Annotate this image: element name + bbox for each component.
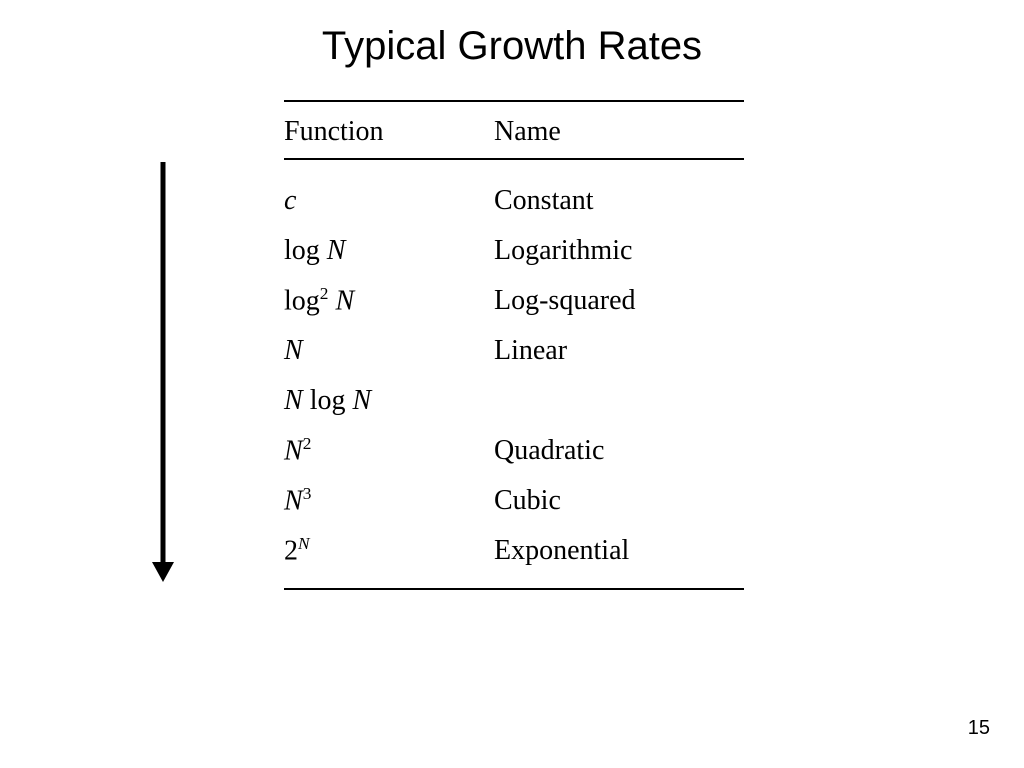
table-row: N log N: [284, 376, 744, 426]
cell-name: Exponential: [494, 535, 744, 567]
cell-name: Linear: [494, 335, 744, 367]
table-row: N2 Quadratic: [284, 426, 744, 476]
page-number: 15: [968, 717, 990, 740]
growth-table: Function Name c Constant log N Logarithm…: [284, 100, 744, 590]
table-row: c Constant: [284, 176, 744, 226]
header-name: Name: [494, 116, 744, 148]
table-row: 2N Exponential: [284, 526, 744, 576]
cell-function: N log N: [284, 385, 494, 417]
table-header-row: Function Name: [284, 116, 744, 148]
cell-name: Constant: [494, 185, 744, 217]
cell-function: 2N: [284, 534, 494, 567]
cell-function: c: [284, 185, 494, 217]
table-rule-top: [284, 100, 744, 102]
table-row: N Linear: [284, 326, 744, 376]
table-row: N3 Cubic: [284, 476, 744, 526]
page-title: Typical Growth Rates: [0, 24, 1024, 69]
table-row: log N Logarithmic: [284, 226, 744, 276]
cell-name: Log-squared: [494, 285, 744, 317]
cell-name: Quadratic: [494, 435, 744, 467]
cell-function: N: [284, 335, 494, 367]
table-body: c Constant log N Logarithmic log2 N Log-…: [284, 176, 744, 576]
cell-function: log2 N: [284, 284, 494, 317]
header-function: Function: [284, 116, 494, 148]
slide: Typical Growth Rates Function Name c Con…: [0, 0, 1024, 768]
table-row: log2 N Log-squared: [284, 276, 744, 326]
table-rule-mid: [284, 158, 744, 160]
cell-name: Cubic: [494, 485, 744, 517]
down-arrow: [148, 162, 178, 582]
cell-function: log N: [284, 235, 494, 267]
cell-function: N2: [284, 434, 494, 467]
cell-function: N3: [284, 484, 494, 517]
cell-name: Logarithmic: [494, 235, 744, 267]
table-rule-bottom: [284, 588, 744, 590]
